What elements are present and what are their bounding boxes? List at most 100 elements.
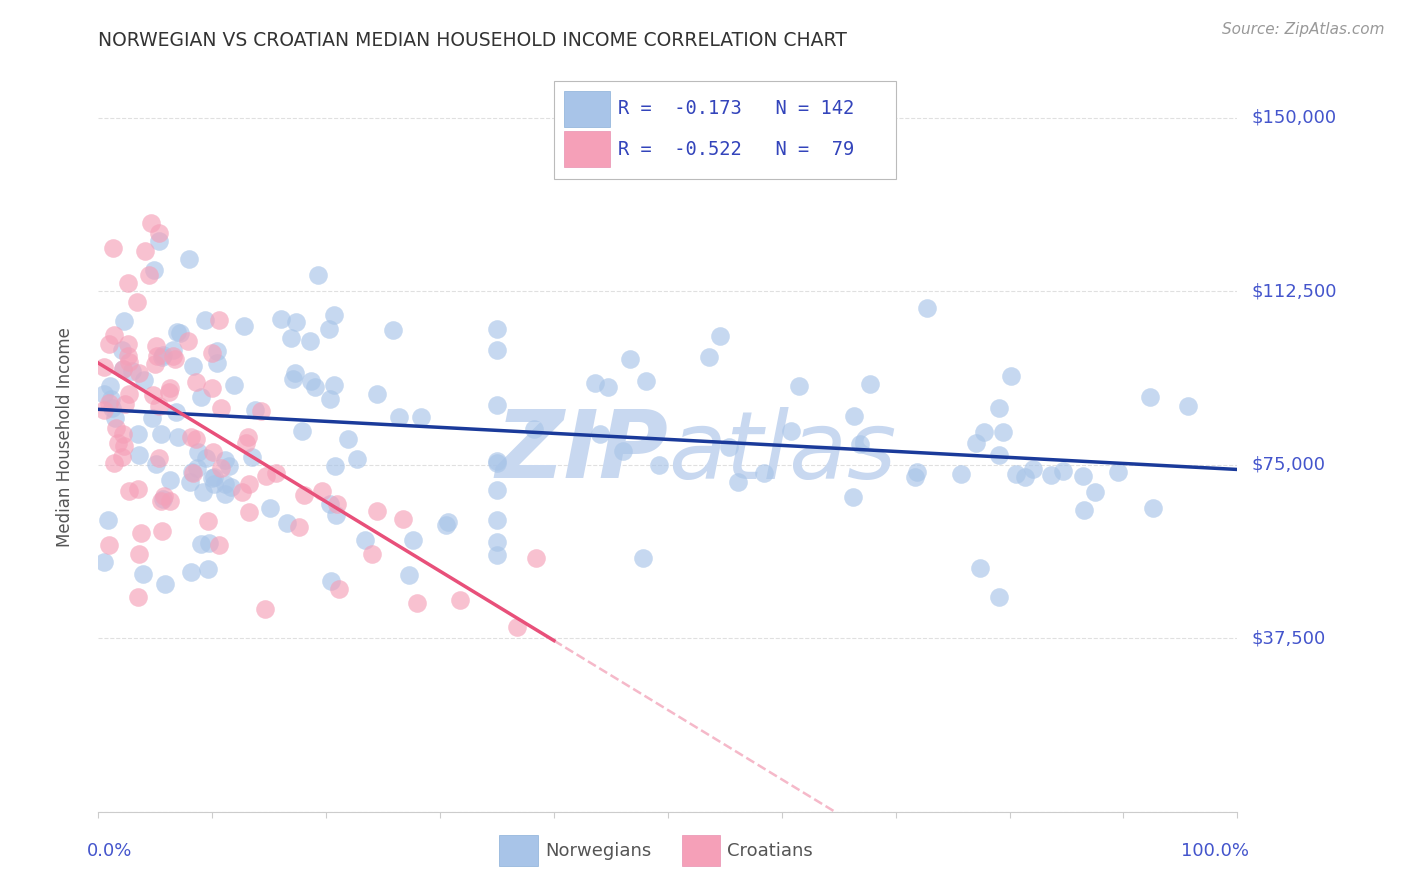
Point: [270, 311, 292, 326]
Point: [405, 597, 427, 611]
Point: [1000, 369, 1022, 384]
Point: [145, 350, 167, 364]
Point: [127, 591, 149, 605]
Point: [193, 485, 215, 500]
Point: [162, 349, 184, 363]
Point: [184, 375, 207, 389]
Point: [486, 398, 509, 412]
Point: [361, 548, 384, 562]
Point: [205, 343, 228, 358]
Point: [1107, 465, 1129, 479]
Point: [214, 476, 236, 491]
Point: [117, 337, 139, 351]
Point: [486, 534, 509, 549]
Point: [281, 372, 304, 386]
Point: [112, 313, 135, 327]
Point: [145, 457, 167, 471]
Point: [697, 350, 720, 364]
Point: [218, 458, 240, 473]
Point: [153, 489, 176, 503]
FancyBboxPatch shape: [554, 81, 896, 178]
Point: [486, 483, 509, 497]
Point: [631, 551, 654, 566]
Point: [202, 477, 225, 491]
Point: [346, 451, 368, 466]
Point: [93, 386, 115, 401]
Point: [619, 352, 641, 367]
Text: $150,000: $150,000: [1251, 109, 1336, 127]
Point: [322, 378, 344, 392]
Point: [169, 326, 191, 341]
Point: [319, 574, 342, 588]
Point: [142, 262, 165, 277]
Point: [250, 404, 273, 418]
Point: [319, 498, 342, 512]
Point: [259, 500, 281, 515]
Point: [112, 439, 135, 453]
Point: [1071, 468, 1094, 483]
Point: [150, 524, 173, 538]
Point: [381, 322, 404, 336]
Point: [524, 550, 547, 565]
Point: [209, 401, 232, 416]
Point: [117, 387, 139, 401]
Point: [138, 268, 160, 282]
Point: [276, 516, 298, 530]
Point: [145, 339, 167, 353]
Point: [859, 377, 882, 392]
Text: $75,000: $75,000: [1251, 456, 1326, 474]
Point: [177, 334, 200, 348]
Point: [93, 555, 115, 569]
Point: [328, 582, 350, 596]
Point: [139, 216, 162, 230]
Point: [353, 533, 375, 547]
Point: [366, 387, 388, 401]
Point: [148, 234, 170, 248]
Point: [402, 533, 425, 547]
Point: [486, 453, 509, 467]
Point: [197, 515, 219, 529]
Point: [232, 319, 254, 334]
Point: [132, 567, 155, 582]
Point: [409, 409, 432, 424]
Point: [287, 520, 309, 534]
Point: [214, 487, 236, 501]
Point: [201, 346, 224, 360]
Text: ZIP: ZIP: [495, 406, 668, 498]
Point: [304, 379, 326, 393]
Point: [648, 458, 671, 473]
Point: [915, 301, 938, 315]
Point: [159, 493, 181, 508]
Point: [709, 329, 731, 343]
Point: [143, 358, 166, 372]
Point: [366, 504, 388, 518]
Point: [323, 308, 346, 322]
Point: [97, 337, 120, 351]
Point: [159, 381, 181, 395]
Point: [141, 411, 163, 425]
Point: [949, 467, 972, 481]
Point: [179, 252, 201, 267]
Point: [190, 537, 212, 551]
Point: [486, 548, 509, 562]
Text: Croatians: Croatians: [727, 842, 813, 860]
Point: [98, 538, 121, 552]
Point: [125, 295, 148, 310]
Text: atlas: atlas: [668, 407, 896, 498]
Point: [101, 242, 124, 256]
Point: [105, 421, 128, 435]
Point: [612, 444, 634, 458]
Point: [291, 424, 314, 438]
Point: [107, 436, 129, 450]
Point: [165, 405, 187, 419]
Point: [183, 359, 205, 373]
Point: [159, 474, 181, 488]
Point: [583, 376, 606, 390]
Point: [1073, 503, 1095, 517]
Point: [842, 490, 865, 504]
Point: [326, 497, 349, 511]
Point: [214, 453, 236, 467]
Point: [224, 378, 246, 392]
Point: [392, 512, 415, 526]
Point: [243, 403, 266, 417]
